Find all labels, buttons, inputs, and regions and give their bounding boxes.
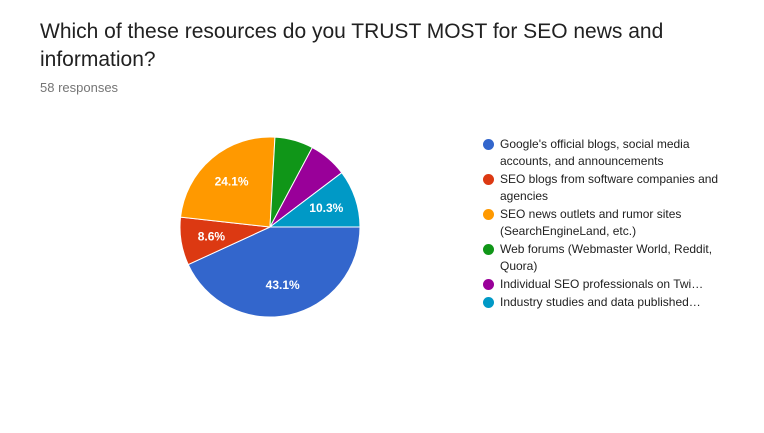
legend-label-5: Industry studies and data published… [500, 295, 701, 309]
pie-slice-0[interactable] [187, 226, 361, 318]
legend-swatch-5 [483, 297, 494, 308]
slice-label-2: 24.1% [215, 175, 249, 189]
legend-swatch-0 [483, 139, 494, 150]
legend-swatch-1 [483, 174, 494, 185]
legend-item-2[interactable]: SEO news outlets and rumor sites (Search… [483, 206, 723, 240]
pie-slice-2[interactable] [179, 136, 276, 228]
slice-label-0: 43.1% [266, 278, 300, 292]
slice-label-5: 10.3% [309, 201, 343, 215]
legend-item-3[interactable]: Web forums (Webmaster World, Reddit, Quo… [483, 241, 723, 275]
chart-legend: Google's official blogs, social media ac… [483, 136, 723, 312]
legend-item-0[interactable]: Google's official blogs, social media ac… [483, 136, 723, 170]
chart-title: Which of these resources do you TRUST MO… [40, 20, 664, 71]
slice-label-1: 8.6% [198, 230, 226, 244]
response-count: 58 responses [40, 80, 119, 95]
legend-swatch-2 [483, 209, 494, 220]
legend-label-1: SEO blogs from software companies and ag… [500, 172, 719, 203]
legend-label-0: Google's official blogs, social media ac… [500, 137, 690, 168]
legend-item-4[interactable]: Individual SEO professionals on Twi… [483, 276, 723, 293]
legend-swatch-4 [483, 279, 494, 290]
legend-swatch-3 [483, 244, 494, 255]
legend-item-5[interactable]: Industry studies and data published… [483, 294, 723, 311]
legend-label-4: Individual SEO professionals on Twi… [500, 277, 704, 291]
legend-item-1[interactable]: SEO blogs from software companies and ag… [483, 171, 723, 205]
legend-label-3: Web forums (Webmaster World, Reddit, Quo… [500, 242, 713, 273]
legend-label-2: SEO news outlets and rumor sites (Search… [500, 207, 682, 238]
pie-slice-5[interactable] [268, 171, 361, 228]
